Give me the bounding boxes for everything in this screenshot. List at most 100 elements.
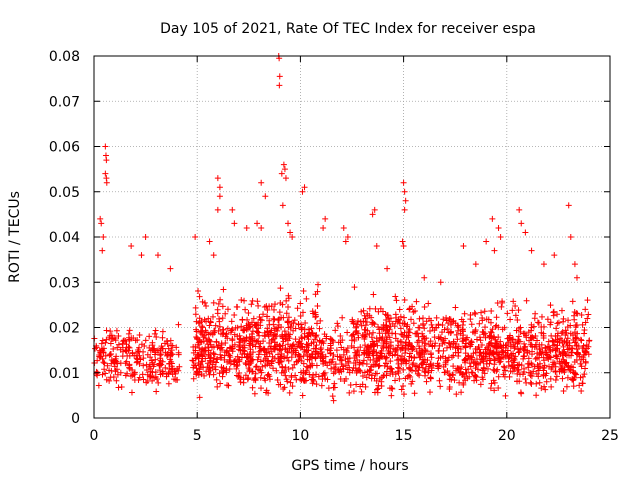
data-point [318, 344, 325, 351]
data-point [470, 350, 477, 357]
data-point [111, 363, 118, 370]
data-point [146, 333, 153, 340]
data-point [552, 347, 559, 354]
data-point [151, 351, 158, 358]
data-point [486, 355, 493, 362]
data-point [304, 341, 311, 348]
data-point [283, 297, 290, 304]
data-point [289, 234, 296, 240]
data-point [212, 366, 219, 373]
data-point [371, 375, 378, 382]
data-point [412, 307, 419, 314]
data-point [530, 368, 537, 375]
data-point [525, 355, 532, 362]
data-point [209, 365, 216, 372]
data-point [364, 312, 371, 319]
data-point [159, 358, 166, 365]
data-point [133, 352, 140, 359]
data-point [249, 384, 256, 391]
data-point [540, 365, 547, 372]
data-point [307, 362, 314, 369]
data-point [463, 369, 470, 376]
data-point [258, 317, 265, 324]
data-point [261, 304, 268, 311]
data-point [238, 323, 245, 330]
data-point [395, 360, 402, 367]
data-point [255, 366, 262, 373]
data-point [322, 353, 329, 360]
data-point [288, 320, 295, 327]
data-point [312, 314, 319, 321]
data-point [458, 389, 465, 396]
data-point [504, 310, 511, 317]
data-point [312, 353, 319, 360]
data-point [127, 373, 134, 380]
data-point [102, 143, 109, 150]
data-point [515, 333, 522, 340]
data-point [493, 314, 500, 321]
data-point [382, 360, 389, 367]
data-points [91, 53, 593, 404]
data-point [528, 327, 535, 334]
data-point [271, 301, 278, 308]
data-point [356, 361, 363, 368]
data-point [479, 356, 486, 363]
data-point [346, 389, 353, 396]
data-point [270, 315, 277, 322]
data-point [554, 330, 561, 337]
data-point [277, 285, 284, 292]
data-point [320, 370, 327, 377]
data-point [577, 374, 584, 381]
data-point [360, 357, 367, 364]
data-point [108, 351, 115, 358]
data-point [480, 364, 487, 371]
data-point [310, 345, 317, 352]
data-point [394, 368, 401, 375]
data-point [370, 362, 377, 369]
data-point [281, 384, 288, 391]
data-point [553, 353, 560, 360]
data-point [394, 352, 401, 359]
data-point [517, 324, 524, 331]
data-point [273, 325, 280, 332]
data-point [422, 340, 429, 347]
data-point [217, 380, 224, 387]
data-point [421, 342, 428, 349]
data-point [445, 354, 452, 361]
data-point [421, 325, 428, 332]
data-point [511, 356, 518, 363]
data-point [477, 381, 484, 388]
data-point [306, 353, 313, 360]
data-point [249, 368, 256, 375]
data-point [340, 224, 347, 231]
data-point [550, 309, 557, 316]
data-point [368, 342, 375, 349]
data-point [256, 348, 263, 355]
data-point [254, 338, 261, 345]
data-point [522, 343, 529, 350]
data-point [554, 320, 561, 327]
data-point [281, 328, 288, 335]
data-point [337, 366, 344, 373]
data-point [410, 344, 417, 351]
data-point [409, 378, 416, 385]
y-tick-label: 0.06 [49, 140, 80, 156]
data-point [582, 306, 589, 313]
data-point [367, 348, 374, 355]
data-point [358, 308, 365, 315]
data-point [406, 339, 413, 346]
data-point [194, 369, 201, 376]
data-point [225, 382, 232, 389]
y-tick-label: 0.05 [49, 185, 80, 201]
data-point [507, 343, 514, 350]
data-point [229, 326, 236, 333]
data-point [569, 298, 576, 305]
data-point [346, 364, 353, 371]
data-point [113, 358, 120, 365]
data-point [102, 370, 109, 377]
data-point [333, 347, 340, 354]
data-point [224, 325, 231, 332]
data-point [491, 379, 498, 386]
data-point [264, 313, 271, 320]
data-point [266, 376, 273, 383]
